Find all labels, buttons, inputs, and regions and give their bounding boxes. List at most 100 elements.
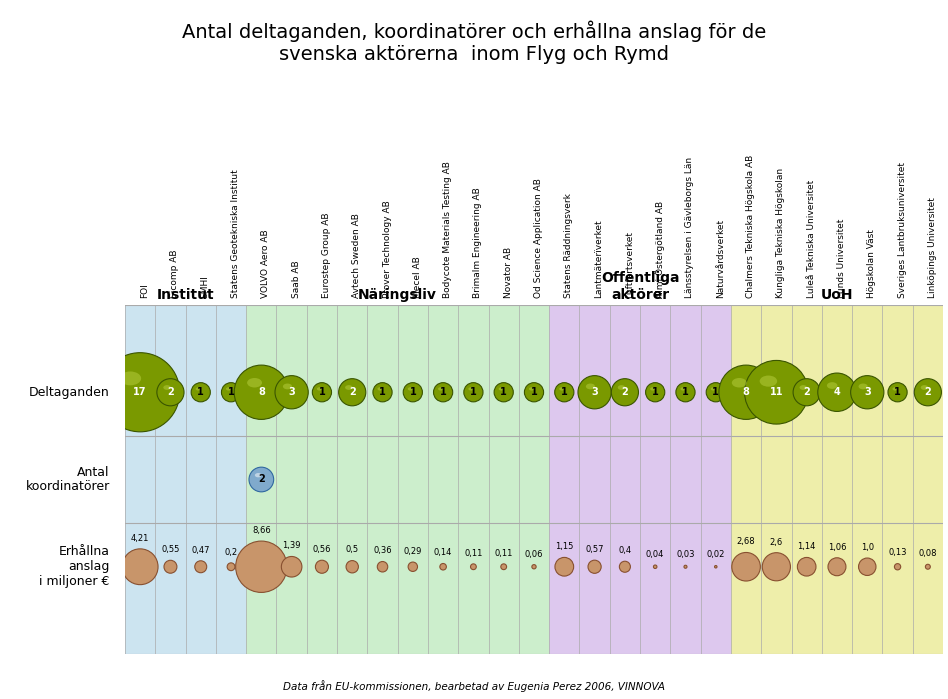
Ellipse shape [228,563,235,570]
Ellipse shape [799,385,807,390]
Text: 1: 1 [894,387,901,397]
Ellipse shape [759,375,777,387]
Ellipse shape [888,382,907,402]
Text: 0,29: 0,29 [404,547,422,556]
Text: SMHI: SMHI [201,275,210,298]
Ellipse shape [163,385,171,390]
Text: 8: 8 [258,387,264,397]
Ellipse shape [438,387,444,391]
Ellipse shape [255,473,262,477]
Ellipse shape [234,365,288,419]
Ellipse shape [559,387,565,391]
Ellipse shape [827,382,837,389]
Text: 0,2: 0,2 [225,548,238,556]
Ellipse shape [676,382,695,402]
Text: 0,57: 0,57 [585,545,604,554]
Text: 1: 1 [561,387,568,397]
Text: Data från EU-kommissionen, bearbetad av Eugenia Perez 2006, VINNOVA: Data från EU-kommissionen, bearbetad av … [283,680,665,692]
Text: 0,5: 0,5 [346,545,358,554]
Text: Länsstyrelsen i Gävleborgs Län: Länsstyrelsen i Gävleborgs Län [685,157,695,298]
Ellipse shape [164,561,177,573]
Ellipse shape [653,565,657,568]
Text: 2: 2 [258,475,264,484]
Ellipse shape [793,379,820,406]
Ellipse shape [744,361,809,424]
Ellipse shape [524,382,543,402]
Text: 2,68: 2,68 [737,538,756,547]
Ellipse shape [646,382,665,402]
Text: 1,14: 1,14 [797,542,816,552]
Ellipse shape [317,387,322,391]
Ellipse shape [377,561,388,572]
Ellipse shape [555,382,574,402]
Ellipse shape [715,565,717,568]
Text: 1: 1 [197,387,204,397]
Ellipse shape [249,467,274,492]
Text: 1,0: 1,0 [861,543,874,552]
Text: 4,21: 4,21 [131,534,150,542]
Text: 0,36: 0,36 [374,547,392,556]
Text: 0,55: 0,55 [161,545,179,554]
Ellipse shape [578,375,611,409]
Text: 0,11: 0,11 [465,549,483,558]
Ellipse shape [282,556,301,577]
Text: Sveriges Lantbruksuniversitet: Sveriges Lantbruksuniversitet [898,162,906,298]
Text: 1: 1 [440,387,447,397]
Ellipse shape [316,560,328,573]
Text: 1,15: 1,15 [556,542,574,552]
Ellipse shape [191,382,210,402]
Ellipse shape [586,384,595,389]
Ellipse shape [532,565,537,569]
Ellipse shape [275,375,308,409]
Ellipse shape [499,387,504,391]
Ellipse shape [650,387,655,391]
Text: 1: 1 [228,387,234,397]
Text: 1: 1 [410,387,416,397]
Text: UoH: UoH [821,287,853,301]
Ellipse shape [828,558,846,576]
Ellipse shape [345,385,353,390]
Ellipse shape [797,557,816,576]
Ellipse shape [403,382,423,402]
Text: 0,13: 0,13 [888,549,907,558]
Text: Saab AB: Saab AB [292,261,301,298]
Text: Antal
koordinatörer: Antal koordinatörer [26,466,110,493]
Text: 0,08: 0,08 [919,549,938,559]
Text: Eurostep Group AB: Eurostep Group AB [322,212,331,298]
Ellipse shape [619,561,630,572]
Ellipse shape [377,387,383,391]
Text: Linköpings Universitet: Linköpings Universitet [928,197,937,298]
Ellipse shape [440,563,447,570]
Text: 1: 1 [470,387,477,397]
Ellipse shape [373,382,392,402]
Text: Avtech Sweden AB: Avtech Sweden AB [353,213,361,298]
Text: 3: 3 [288,387,295,397]
Text: 1: 1 [652,387,659,397]
Ellipse shape [222,382,241,402]
Text: Almi Östergötland AB: Almi Östergötland AB [655,201,665,298]
Text: 8: 8 [742,387,750,397]
Text: 0,02: 0,02 [706,550,725,559]
Ellipse shape [859,384,867,389]
Text: Prover Technology AB: Prover Technology AB [383,200,392,298]
Text: Högskolan Väst: Högskolan Väst [867,229,876,298]
Ellipse shape [684,565,687,568]
Ellipse shape [494,382,513,402]
Text: 0,14: 0,14 [434,549,452,557]
Text: Mecel AB: Mecel AB [412,257,422,298]
Ellipse shape [312,382,332,402]
Ellipse shape [119,371,141,385]
Ellipse shape [468,387,474,391]
Text: 0,11: 0,11 [495,549,513,558]
Bar [549,305,731,654]
Ellipse shape [408,387,413,391]
Text: Statens Geotekniska Institut: Statens Geotekniska Institut [231,169,240,298]
Ellipse shape [529,387,535,391]
Bar [125,305,246,654]
Ellipse shape [409,562,417,572]
Ellipse shape [555,557,574,576]
Ellipse shape [921,385,928,390]
Text: Brimalm Engineering AB: Brimalm Engineering AB [473,187,483,298]
Text: 3: 3 [592,387,598,397]
Ellipse shape [762,553,791,581]
